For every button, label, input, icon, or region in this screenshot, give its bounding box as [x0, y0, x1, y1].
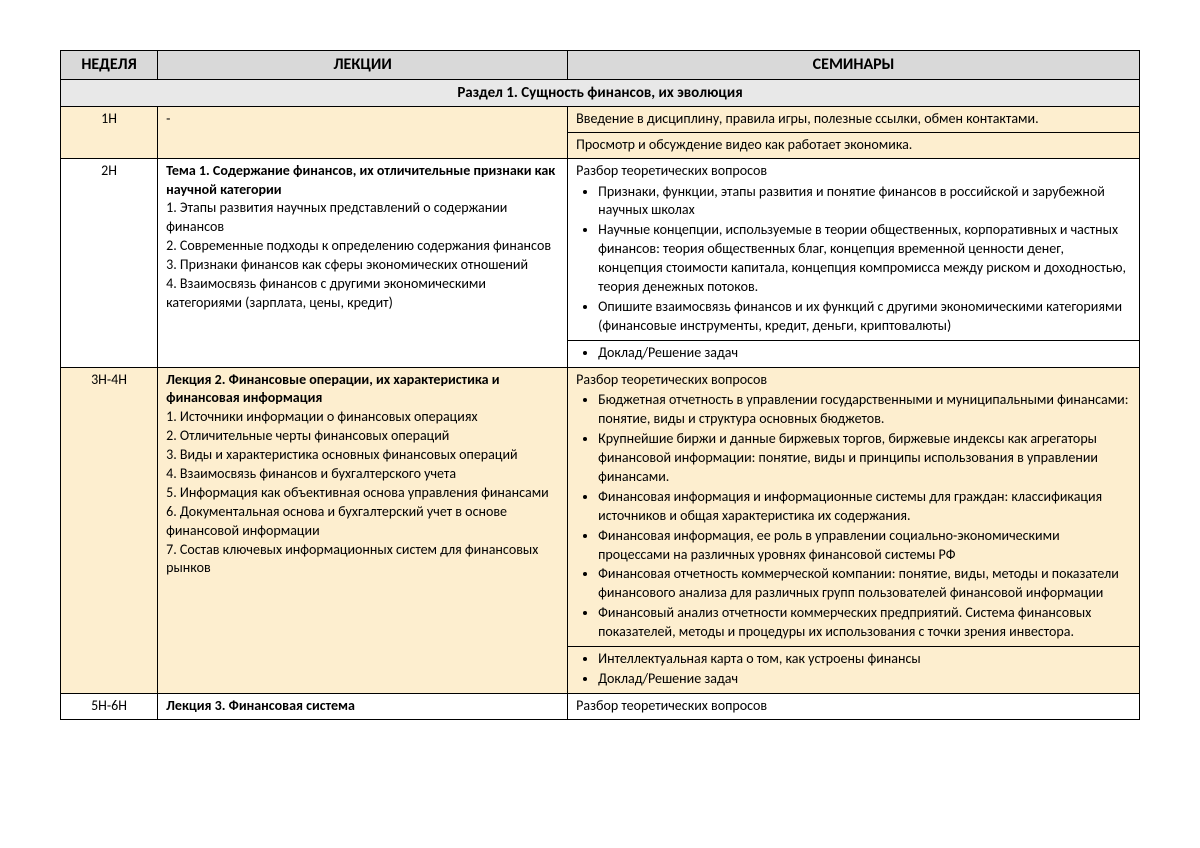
lecture-cell: Лекция 3. Финансовая система	[158, 693, 568, 719]
lecture-title: Лекция 2. Финансовые операции, их характ…	[166, 371, 559, 409]
lecture-item: 1. Этапы развития научных представлений …	[166, 199, 559, 237]
lecture-item: 4. Взаимосвязь финансов с другими эконом…	[166, 275, 559, 313]
seminar-lead: Разбор теоретических вопросов	[576, 162, 1131, 181]
lecture-cell: Тема 1. Содержание финансов, их отличите…	[158, 158, 568, 367]
seminar-tail: Доклад/Решение задач	[598, 344, 1131, 363]
seminar-tail: Интеллектуальная карта о том, как устрое…	[598, 650, 1131, 669]
seminar-bullet: Финансовый анализ отчетности коммерчески…	[598, 604, 1131, 642]
seminar-bullet-list: Признаки, функции, этапы развития и поня…	[576, 183, 1131, 336]
table-header-row: НЕДЕЛЯ ЛЕКЦИИ СЕМИНАРЫ	[61, 51, 1140, 80]
seminar-bullet: Бюджетная отчетность в управлении госуда…	[598, 391, 1131, 429]
seminar-bullet: Финансовая информация, ее роль в управле…	[598, 527, 1131, 565]
seminar-cell: Разбор теоретических вопросов Признаки, …	[568, 158, 1140, 340]
seminar-tail-list: Интеллектуальная карта о том, как устрое…	[576, 650, 1131, 689]
seminar-tail-list: Доклад/Решение задач	[576, 344, 1131, 363]
lecture-item: 7. Состав ключевых информационных систем…	[166, 541, 559, 579]
seminar-bullet: Признаки, функции, этапы развития и поня…	[598, 183, 1131, 221]
col-lectures-header: ЛЕКЦИИ	[158, 51, 568, 80]
lecture-item: 3. Виды и характеристика основных финанс…	[166, 446, 559, 465]
seminar-cell: Разбор теоретических вопросов Бюджетная …	[568, 367, 1140, 646]
seminar-cell: Доклад/Решение задач	[568, 340, 1140, 367]
seminar-bullet-list: Бюджетная отчетность в управлении госуда…	[576, 391, 1131, 642]
lecture-cell: -	[158, 106, 568, 158]
seminar-bullet: Опишите взаимосвязь финансов и их функци…	[598, 298, 1131, 336]
col-seminars-header: СЕМИНАРЫ	[568, 51, 1140, 80]
lecture-cell: Лекция 2. Финансовые операции, их характ…	[158, 367, 568, 693]
section-row: Раздел 1. Сущность финансов, их эволюция	[61, 79, 1140, 106]
table-row: 2Н Тема 1. Содержание финансов, их отлич…	[61, 158, 1140, 340]
table-row: 3Н-4Н Лекция 2. Финансовые операции, их …	[61, 367, 1140, 646]
col-week-header: НЕДЕЛЯ	[61, 51, 158, 80]
seminar-lead: Разбор теоретических вопросов	[576, 371, 1131, 390]
week-cell: 3Н-4Н	[61, 367, 158, 693]
lecture-item: 1. Источники информации о финансовых опе…	[166, 408, 559, 427]
lecture-item: 2. Отличительные черты финансовых операц…	[166, 427, 559, 446]
course-plan-table: НЕДЕЛЯ ЛЕКЦИИ СЕМИНАРЫ Раздел 1. Сущност…	[60, 50, 1140, 720]
week-cell: 5Н-6Н	[61, 693, 158, 719]
lecture-item: 6. Документальная основа и бухгалтерский…	[166, 503, 559, 541]
lecture-title: Тема 1. Содержание финансов, их отличите…	[166, 162, 559, 200]
lecture-item: 2. Современные подходы к определению сод…	[166, 237, 559, 256]
seminar-cell: Введение в дисциплину, правила игры, пол…	[568, 106, 1140, 132]
seminar-cell: Просмотр и обсуждение видео как работает…	[568, 132, 1140, 158]
lecture-item: 5. Информация как объективная основа упр…	[166, 484, 559, 503]
seminar-bullet: Финансовая информация и информационные с…	[598, 488, 1131, 526]
week-cell: 1Н	[61, 106, 158, 158]
table-row: 1Н - Введение в дисциплину, правила игры…	[61, 106, 1140, 132]
seminar-tail: Доклад/Решение задач	[598, 670, 1131, 689]
lecture-item: 3. Признаки финансов как сферы экономиче…	[166, 256, 559, 275]
seminar-bullet: Финансовая отчетность коммерческой компа…	[598, 565, 1131, 603]
week-cell: 2Н	[61, 158, 158, 367]
seminar-cell: Разбор теоретических вопросов	[568, 693, 1140, 719]
table-row: 5Н-6Н Лекция 3. Финансовая система Разбо…	[61, 693, 1140, 719]
seminar-bullet: Научные концепции, используемые в теории…	[598, 221, 1131, 297]
seminar-bullet: Крупнейшие биржи и данные биржевых торго…	[598, 430, 1131, 487]
lecture-item: 4. Взаимосвязь финансов и бухгалтерского…	[166, 465, 559, 484]
seminar-cell: Интеллектуальная карта о том, как устрое…	[568, 647, 1140, 694]
lecture-title: Лекция 3. Финансовая система	[166, 697, 355, 714]
section-title: Раздел 1. Сущность финансов, их эволюция	[61, 79, 1140, 106]
